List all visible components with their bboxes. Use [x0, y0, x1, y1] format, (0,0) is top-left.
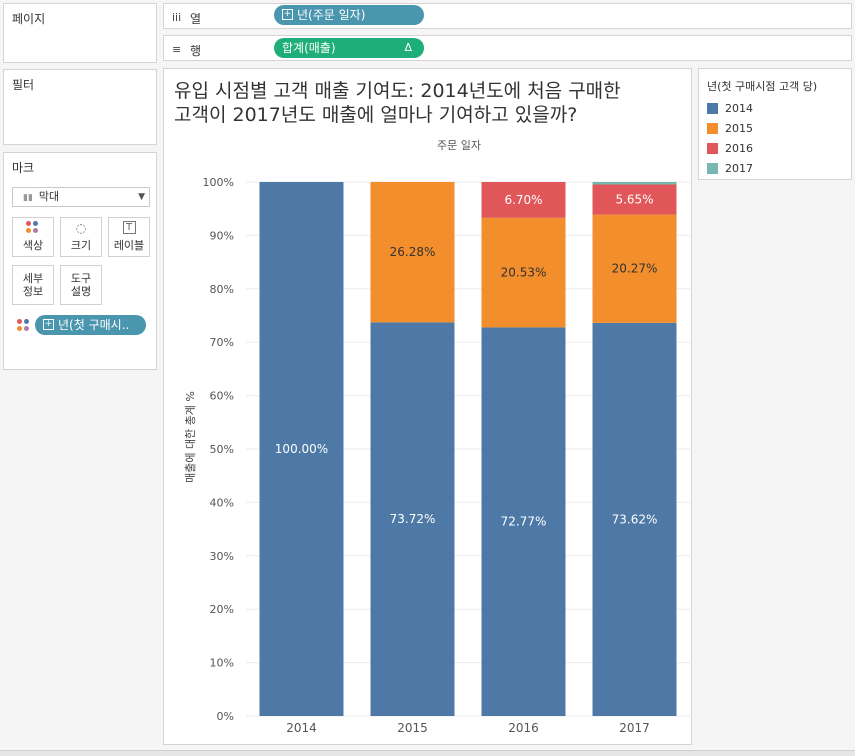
data-label: 5.65% — [615, 193, 653, 207]
bar-segment — [370, 322, 455, 716]
rows-pill-sum-sales[interactable]: 합계(매출) Δ — [274, 38, 424, 58]
bar-segment — [481, 217, 566, 328]
legend-panel: 년(첫 구매시점 고객 당) 2014 2015 2016 2017 — [698, 68, 852, 180]
y-tick-label: 50% — [210, 443, 234, 456]
size-button-label: 크기 — [70, 239, 92, 252]
table-calc-delta-icon: Δ — [404, 41, 412, 54]
label-button-label: 레이블 — [113, 239, 145, 252]
legend-swatch — [707, 102, 718, 114]
sheet-tabs-bar[interactable] — [0, 750, 855, 756]
tooltip-button[interactable]: 도구 설명 — [60, 265, 102, 305]
pages-panel: 페이지 — [3, 3, 157, 63]
chart-panel: 유입 시점별 고객 매출 기여도: 2014년도에 처음 구매한 고객이 201… — [163, 68, 692, 745]
color-encoding-icon — [17, 318, 31, 337]
bar-segment — [592, 322, 677, 716]
data-label: 6.70% — [504, 193, 542, 207]
label-button[interactable]: T 레이블 — [108, 217, 150, 257]
mark-type-value: 막대 — [38, 190, 60, 203]
data-label: 20.27% — [612, 262, 658, 276]
x-tick-label: 2016 — [508, 721, 539, 735]
legend-title: 년(첫 구매시점 고객 당) — [707, 80, 818, 93]
legend-item[interactable]: 2014 — [707, 102, 753, 115]
size-button[interactable]: ◌ 크기 — [60, 217, 102, 257]
legend-swatch — [707, 122, 718, 134]
filters-panel[interactable]: 필터 — [3, 69, 157, 145]
chart-title-line2: 고객이 2017년도 매출에 얼마나 기여하고 있을까? — [174, 104, 578, 126]
y-tick-label: 80% — [210, 283, 234, 296]
data-label: 73.72% — [390, 512, 436, 526]
legend-item[interactable]: 2015 — [707, 122, 753, 135]
mark-type-select[interactable]: ▮▮ 막대 ▼ — [12, 187, 150, 207]
data-label: 73.62% — [612, 512, 658, 526]
legend-swatch — [707, 162, 718, 174]
data-label: 100.00% — [275, 442, 328, 456]
y-tick-label: 60% — [210, 390, 234, 403]
x-tick-label: 2015 — [397, 721, 428, 735]
y-tick-label: 10% — [210, 657, 234, 670]
chart-title: 유입 시점별 고객 매출 기여도: 2014년도에 처음 구매한 고객이 201… — [174, 79, 654, 127]
legend-item-label: 2016 — [725, 142, 753, 155]
stacked-bar-chart: 0% 10% 20% 30% 40% 50% 60% 70% 80% 90% 100% 100.00%… — [203, 176, 690, 735]
color-button-label: 색상 — [22, 239, 44, 252]
chart-title-line1: 유입 시점별 고객 매출 기여도: 2014년도에 처음 구매한 — [174, 80, 621, 102]
bar-chart-icon: ▮▮ — [23, 193, 33, 203]
legend-item-label: 2014 — [725, 102, 753, 115]
y-tick-label: 40% — [210, 496, 234, 509]
marks-panel: 마크 ▮▮ 막대 ▼ 색상 ◌ 크기 T 레이블 세부 정보 도구 설명 + 년(첫… — [3, 152, 157, 370]
x-tick-label: 2017 — [619, 721, 650, 735]
columns-pill-order-date[interactable]: + 년(주문 일자) — [274, 5, 424, 25]
size-icon: ◌ — [75, 221, 87, 235]
rows-pill-label: 합계(매출) — [282, 41, 336, 55]
rows-icon: ≡ — [172, 43, 182, 56]
chevron-down-icon[interactable]: ▼ — [138, 192, 145, 202]
rows-label: 행 — [190, 44, 202, 58]
bar-segment — [481, 182, 566, 218]
legend-swatch — [707, 142, 718, 154]
y-tick-label: 90% — [210, 229, 234, 242]
legend-item-label: 2015 — [725, 122, 753, 135]
bar-segment — [592, 182, 677, 185]
color-icon — [13, 221, 53, 239]
pages-label: 페이지 — [12, 12, 46, 26]
data-label: 20.53% — [501, 266, 547, 280]
detail-label-line2: 정보 — [22, 285, 44, 298]
detail-button[interactable]: 세부 정보 — [12, 265, 54, 305]
y-tick-label: 0% — [217, 710, 234, 723]
legend-item-label: 2017 — [725, 162, 753, 175]
marks-label: 마크 — [12, 161, 35, 175]
legend-item[interactable]: 2017 — [707, 162, 753, 175]
bar-segment — [259, 182, 344, 716]
bar-segment — [592, 184, 677, 215]
column-header: 주문 일자 — [437, 139, 481, 152]
data-label: 72.77% — [501, 515, 547, 529]
x-tick-label: 2014 — [286, 721, 317, 735]
columns-pill-label: 년(주문 일자) — [297, 8, 366, 22]
y-tick-label: 20% — [210, 603, 234, 616]
color-pill-label: 년(첫 구매시.. — [58, 318, 130, 332]
detail-label-line1: 세부 — [22, 272, 44, 285]
bar-segment — [481, 327, 566, 716]
bar-segment — [370, 182, 455, 323]
y-tick-label: 100% — [203, 176, 234, 189]
y-tick-label: 30% — [210, 550, 234, 563]
expand-icon[interactable]: + — [282, 9, 293, 20]
tooltip-label-line2: 설명 — [70, 285, 92, 298]
columns-label: 열 — [190, 12, 202, 26]
y-tick-label: 70% — [210, 336, 234, 349]
expand-icon[interactable]: + — [43, 319, 54, 330]
filters-label: 필터 — [12, 78, 35, 92]
text-label-icon: T — [109, 221, 149, 239]
legend-item[interactable]: 2016 — [707, 142, 753, 155]
columns-shelf[interactable]: iii 열 + 년(주문 일자) — [163, 3, 852, 29]
rows-shelf[interactable]: ≡ 행 합계(매출) Δ — [163, 35, 852, 61]
color-button[interactable]: 색상 — [12, 217, 54, 257]
data-label: 26.28% — [390, 245, 436, 259]
columns-icon: iii — [172, 11, 182, 24]
bar-segment — [592, 214, 677, 323]
color-pill-first-purchase-year[interactable]: + 년(첫 구매시.. — [35, 315, 146, 335]
tooltip-label-line1: 도구 — [70, 272, 92, 285]
